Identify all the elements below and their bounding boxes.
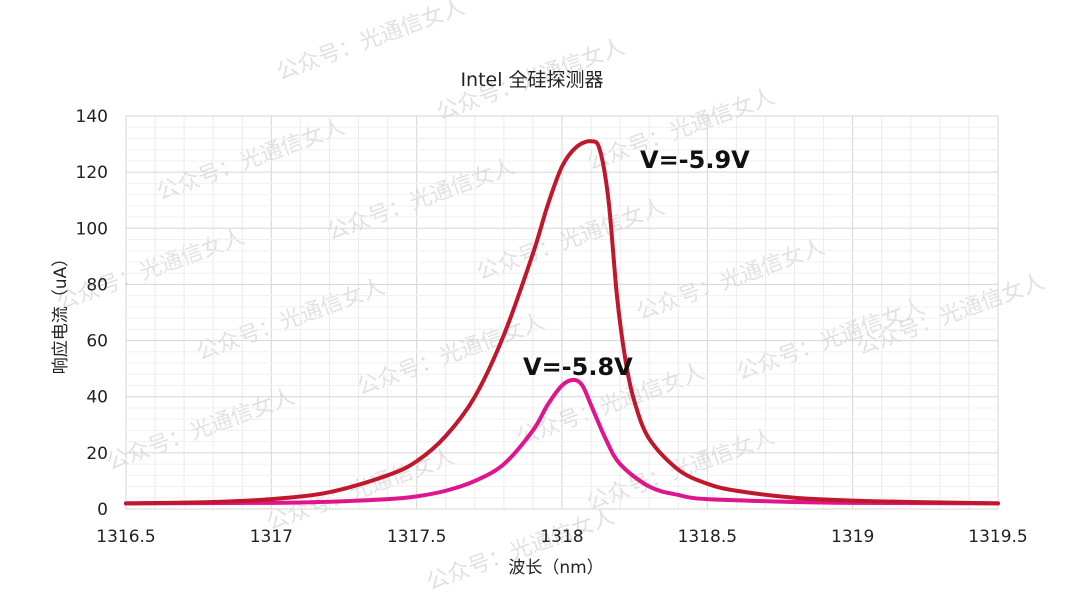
watermark-text: 公众号：光通信女人 (634, 234, 829, 325)
series-label-5-9v: V=-5.9V (640, 146, 750, 174)
series-line-5-9v (124, 139, 1000, 506)
watermark-text: 公众号：光通信女人 (474, 194, 669, 285)
watermark-text: 公众号：光通信女人 (324, 154, 519, 245)
y-axis-label: 响应电流（uA） (51, 250, 71, 374)
chart-title: Intel 全硅探测器 (460, 69, 603, 91)
watermark-text: 公众号：光通信女人 (264, 444, 459, 535)
x-tick-label: 1317.5 (387, 527, 446, 547)
x-axis-label: 波长（nm） (508, 558, 603, 578)
y-tick-label: 60 (86, 332, 108, 352)
watermark-text: 公众号：光通信女人 (354, 309, 549, 400)
series-layer (124, 139, 1000, 506)
y-tick-label: 40 (86, 388, 108, 408)
grid (125, 115, 999, 510)
y-tick-label: 80 (86, 275, 108, 295)
x-tick-label: 1318.5 (678, 527, 737, 547)
x-tick-label: 1319 (831, 527, 874, 547)
y-tick-label: 100 (76, 219, 108, 239)
y-tick-label: 140 (76, 107, 108, 127)
x-axis-ticks: 1316.5 1317 1317.5 1318 1318.5 1319 1319.5 (96, 527, 1027, 547)
y-tick-label: 20 (86, 444, 108, 464)
watermark-text: 公众号：光通信女人 (424, 504, 619, 595)
x-tick-label: 1317 (250, 527, 293, 547)
x-tick-label: 1319.5 (968, 527, 1027, 547)
series-line-5-8v (124, 377, 1000, 506)
y-axis-ticks: 0 20 40 60 80 100 120 140 (76, 107, 108, 520)
y-tick-label: 0 (97, 500, 108, 520)
series-label-5-8v: V=-5.8V (523, 353, 633, 381)
y-tick-label: 120 (76, 163, 108, 183)
watermark-text: 公众号：光通信女人 (274, 0, 469, 86)
watermark-text: 公众号：光通信女人 (154, 114, 349, 205)
x-tick-label: 1316.5 (96, 527, 155, 547)
x-tick-label: 1318 (540, 527, 583, 547)
